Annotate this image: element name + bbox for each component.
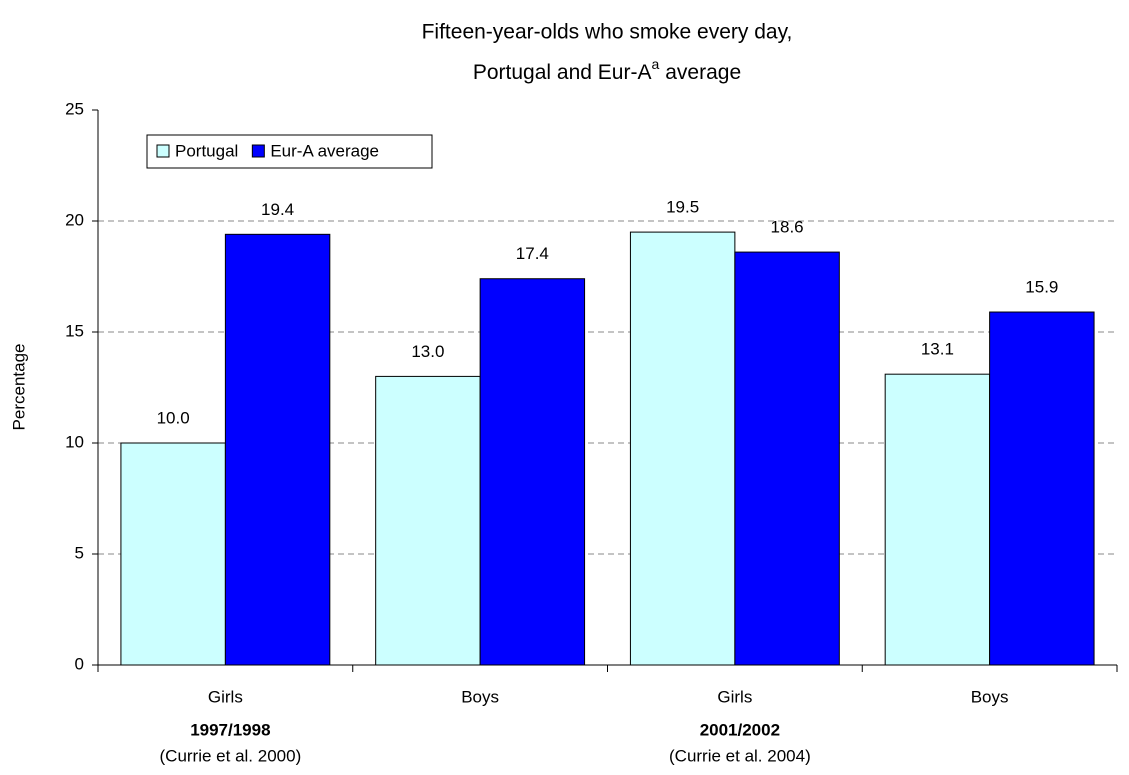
y-tick-label: 20: [65, 210, 84, 229]
value-label: 10.0: [157, 408, 190, 427]
bar: [479, 278, 586, 666]
x-tick-label: Boys: [971, 687, 1009, 706]
x-tick-label: Boys: [461, 687, 499, 706]
bar: [375, 375, 481, 666]
value-label: 19.5: [666, 198, 699, 217]
group-label: 2001/2002: [700, 720, 780, 739]
bar: [884, 373, 991, 666]
subtitle-main: Portugal and Eur-A: [473, 61, 652, 84]
value-label: 13.1: [921, 340, 954, 359]
bar: [629, 231, 736, 666]
subtitle-superscript: a: [651, 56, 659, 72]
value-label: 19.4: [261, 200, 294, 219]
legend: Portugal Eur-A average: [146, 134, 433, 169]
y-tick-label: 15: [65, 321, 84, 340]
chart-subtitle: Portugal and Eur-Aa average: [473, 56, 741, 84]
value-label: 17.4: [516, 244, 549, 263]
legend-box: [146, 134, 433, 169]
legend-swatch: [251, 144, 265, 158]
y-tick-label: 25: [65, 99, 84, 118]
chart-title: Fifteen-year-olds who smoke every day,: [422, 21, 793, 44]
bar: [120, 442, 226, 666]
value-label: 15.9: [1025, 278, 1058, 297]
y-tick-label: 10: [65, 432, 84, 451]
group-note: (Currie et al. 2000): [160, 746, 302, 765]
group-label: 1997/1998: [190, 720, 270, 739]
group-note: (Currie et al. 2004): [669, 746, 811, 765]
bar: [224, 233, 331, 666]
x-tick-label: Girls: [717, 687, 752, 706]
y-tick-label: 0: [75, 654, 84, 673]
y-axis-label: Percentage: [9, 344, 28, 431]
legend-label: Eur-A average: [270, 141, 379, 160]
value-label: 13.0: [411, 342, 444, 361]
legend-label: Portugal: [175, 141, 238, 160]
x-tick-label: Girls: [208, 687, 243, 706]
bar: [989, 311, 1095, 666]
value-label: 18.6: [771, 218, 804, 237]
subtitle-end: average: [665, 61, 741, 84]
y-tick-label: 5: [75, 543, 84, 562]
legend-swatch: [156, 144, 170, 158]
bar: [734, 251, 840, 666]
